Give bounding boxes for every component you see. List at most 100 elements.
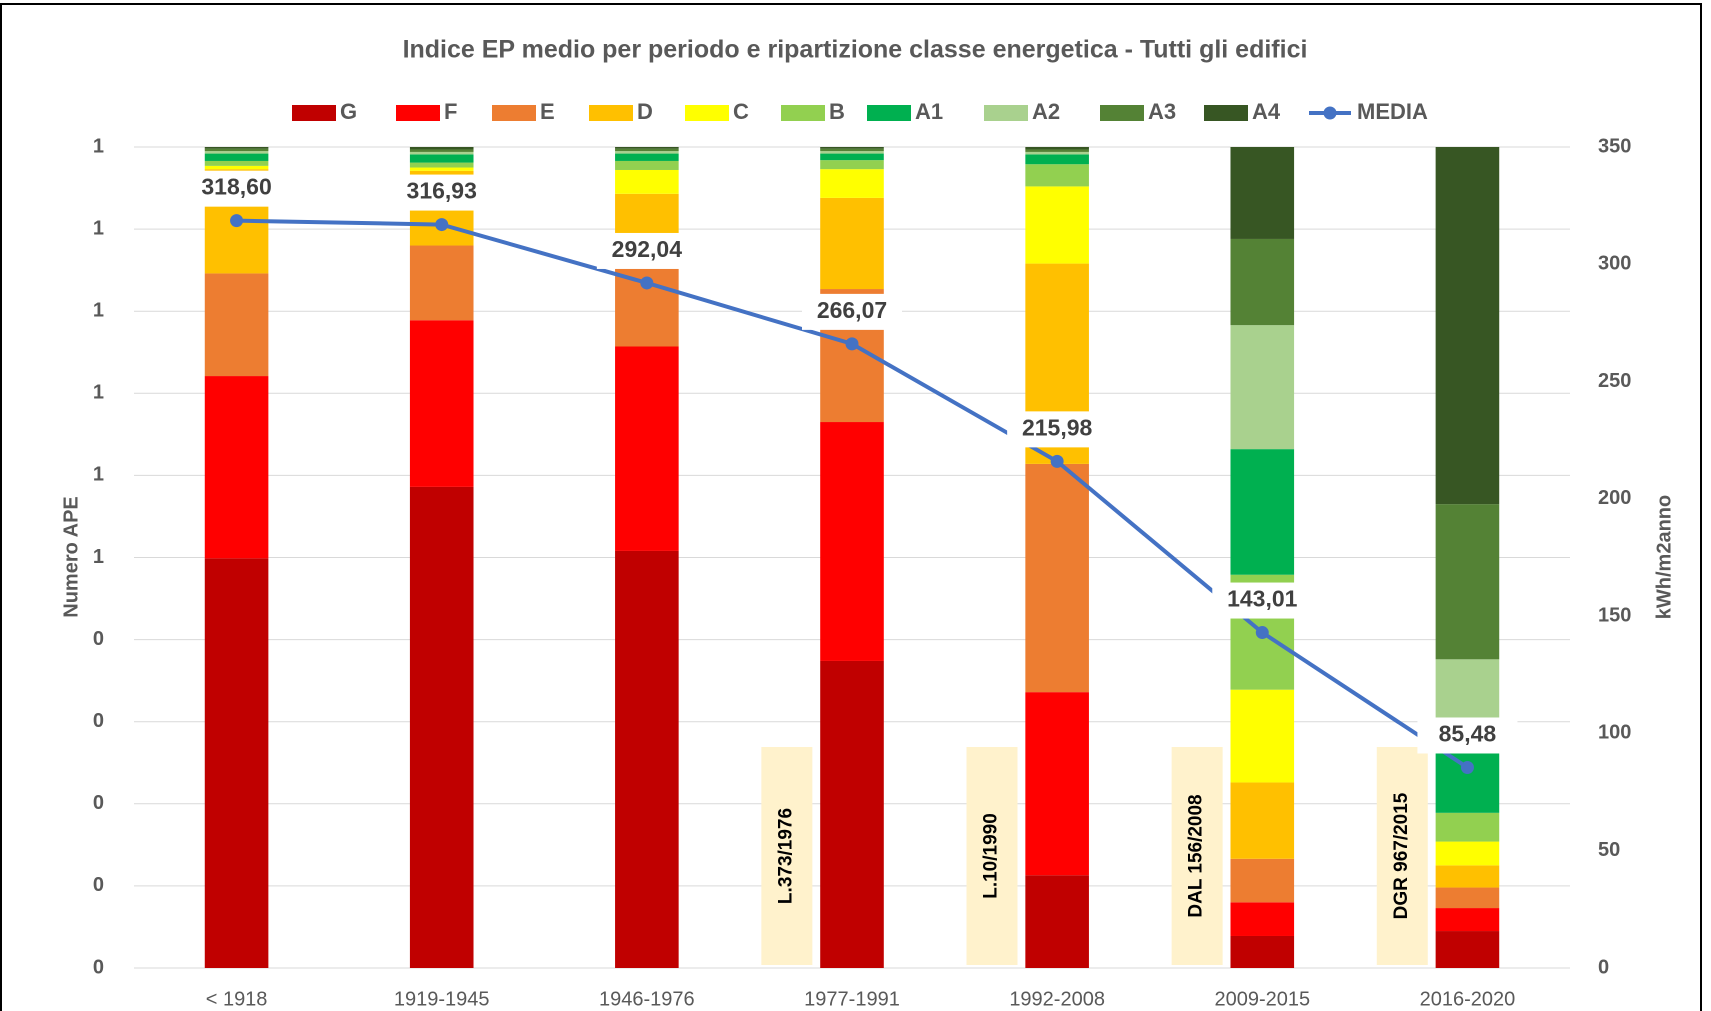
bar-segment [820, 148, 884, 152]
data-label: 292,04 [612, 236, 683, 262]
bar-segment [615, 148, 679, 152]
bar-segment [1230, 782, 1295, 859]
data-label: 316,93 [407, 178, 477, 204]
y-tick-label: 1 [93, 217, 104, 239]
y2-tick-label: 250 [1598, 370, 1631, 392]
legend-label: MEDIA [1357, 99, 1428, 124]
bar-segment [820, 169, 884, 198]
x-tick-label: 1919-1945 [394, 988, 490, 1010]
bar-segment [1230, 238, 1295, 326]
bar-segment [615, 153, 679, 161]
annotation: L.10/1990 [981, 813, 1002, 899]
annotation-box [761, 747, 813, 965]
bar-segment [615, 169, 679, 194]
y2-tick-label: 350 [1598, 135, 1631, 157]
y-tick-label: 1 [93, 464, 104, 486]
bar-segment [409, 149, 474, 152]
bar-segment [204, 147, 269, 149]
bar-segment [1435, 504, 1500, 660]
bar-segment [409, 486, 474, 968]
bar-segment [1435, 908, 1500, 932]
bar-segment [204, 273, 269, 377]
x-tick-label: 2009-2015 [1214, 988, 1310, 1010]
bar-segment [1230, 147, 1295, 239]
bar-segment [820, 151, 884, 154]
bar-segment [615, 147, 679, 149]
y-tick-label: 0 [93, 710, 104, 732]
line-marker [640, 276, 654, 290]
data-label: 85,48 [1439, 721, 1497, 747]
data-label: 143,01 [1227, 586, 1298, 612]
bar-segment [409, 162, 474, 168]
data-label: 266,07 [817, 297, 887, 323]
bar-segment [820, 197, 884, 290]
bar-segment [1025, 875, 1089, 968]
data-label-bg [1212, 582, 1313, 619]
data-label-bg [186, 170, 287, 207]
legend-swatch [867, 105, 911, 121]
bar-segment [820, 153, 884, 161]
y-tick-label: 0 [93, 956, 104, 978]
bar-segment [204, 376, 269, 559]
data-label-bg [1417, 717, 1518, 754]
bar-segment [615, 160, 679, 170]
legend-label: G [340, 99, 357, 124]
y-tick-label: 1 [93, 382, 104, 404]
bar-segment [409, 167, 474, 171]
y2-tick-label: 200 [1598, 487, 1631, 509]
bar-segment [820, 160, 884, 170]
line-marker [845, 337, 859, 351]
bar-segment [1025, 154, 1089, 165]
y2-tick-label: 100 [1598, 722, 1631, 744]
legend-swatch [781, 105, 825, 121]
bar-segment [204, 165, 269, 170]
bar-segment [409, 147, 474, 150]
bar-segment [1025, 151, 1089, 155]
bar-segment [1435, 887, 1500, 909]
annotation-box [966, 747, 1018, 965]
legend-swatch [685, 105, 729, 121]
annotation: DGR 967/2015 [1391, 792, 1412, 919]
data-label-bg [391, 174, 492, 211]
y-tick-label: 0 [93, 628, 104, 650]
bar-segment [1435, 841, 1500, 866]
line-marker [435, 218, 449, 232]
y2-tick-label: 50 [1598, 839, 1620, 861]
legend-label: E [540, 99, 555, 124]
line-marker [1460, 760, 1474, 774]
y-tick-label: 0 [93, 792, 104, 814]
bar-segment [820, 660, 884, 968]
data-label-bg [596, 232, 697, 269]
annotation-box [1376, 747, 1428, 965]
line-marker [230, 214, 244, 228]
data-label-bg [1007, 411, 1108, 448]
bar-segment [1435, 147, 1500, 505]
data-label: 318,60 [201, 174, 271, 200]
bar-segment [1230, 935, 1295, 968]
bar-segment [1230, 449, 1295, 575]
bar-segment [204, 151, 269, 154]
legend-label: B [829, 99, 845, 124]
bar-segment [409, 154, 474, 163]
bar-segment [1230, 325, 1295, 450]
bar-segment [1025, 147, 1089, 150]
bar-segment [204, 153, 269, 161]
y-axis-label: Numero APE [60, 496, 82, 618]
legend-swatch [1100, 105, 1144, 121]
bar-segment [1435, 812, 1500, 842]
legend-label: C [733, 99, 749, 124]
legend-swatch [292, 105, 336, 121]
y-tick-label: 1 [93, 135, 104, 157]
bar-segment [1230, 689, 1295, 783]
x-tick-label: 2016-2020 [1420, 988, 1516, 1010]
legend-label: A1 [915, 99, 943, 124]
legend-swatch [1204, 105, 1248, 121]
y-tick-label: 1 [93, 546, 104, 568]
legend-label: D [637, 99, 653, 124]
legend-label: F [444, 99, 457, 124]
x-tick-label: 1946-1976 [599, 988, 695, 1010]
x-tick-label: 1992-2008 [1009, 988, 1105, 1010]
bar-segment [615, 550, 679, 968]
bar-segment [204, 558, 269, 968]
